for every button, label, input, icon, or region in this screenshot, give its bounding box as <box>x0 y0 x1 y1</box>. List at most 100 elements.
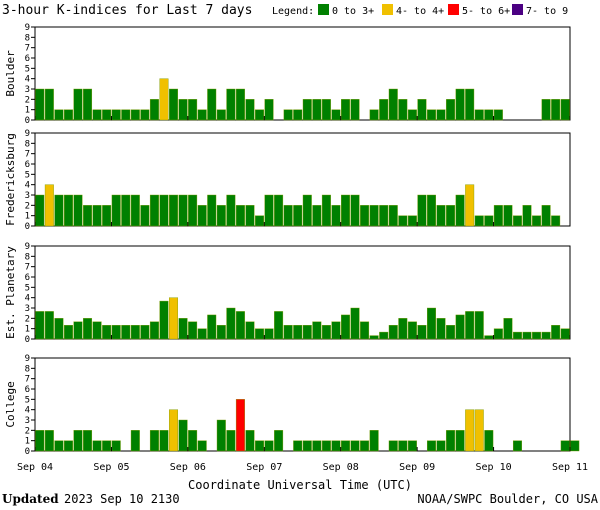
bar <box>474 109 484 121</box>
bar <box>522 205 532 227</box>
bar <box>54 194 64 227</box>
bar <box>484 335 494 340</box>
bar <box>341 194 350 227</box>
bar <box>245 321 255 340</box>
bar <box>350 440 360 452</box>
bar <box>570 440 580 452</box>
bar <box>455 194 465 227</box>
bar <box>436 205 446 227</box>
bar <box>226 88 236 121</box>
bar <box>169 409 179 452</box>
bar <box>245 205 255 227</box>
bar <box>102 325 112 340</box>
bar <box>302 99 312 121</box>
bar <box>73 88 83 121</box>
bar <box>140 109 150 121</box>
y-tick-label: 7 <box>25 375 30 385</box>
x-tick-label: Sep 04 <box>17 462 53 473</box>
bar <box>331 440 341 452</box>
bar <box>178 419 188 452</box>
bar <box>455 314 465 340</box>
legend-swatch-0 <box>318 4 329 15</box>
bar <box>35 430 45 452</box>
bar <box>541 99 551 121</box>
bar <box>293 109 303 121</box>
bar <box>188 321 198 340</box>
bar <box>388 205 398 227</box>
bar <box>92 440 102 452</box>
bar <box>426 194 436 227</box>
bar <box>331 205 341 227</box>
bar <box>216 419 226 452</box>
y-tick-label: 1 <box>25 106 30 116</box>
bar <box>426 109 436 121</box>
bar <box>92 205 102 227</box>
bar <box>369 335 379 340</box>
bar <box>474 409 484 452</box>
bar <box>188 99 198 121</box>
bar <box>54 440 64 452</box>
credit-text: NOAA/SWPC Boulder, CO USA <box>417 492 598 506</box>
bar <box>512 440 522 452</box>
bar <box>197 328 207 340</box>
bar <box>512 215 522 227</box>
bar <box>83 430 93 452</box>
y-tick-label: 8 <box>25 139 30 149</box>
bar <box>321 325 331 340</box>
y-tick-label: 3 <box>25 304 30 314</box>
y-tick-label: 0 <box>25 335 30 345</box>
y-tick-label: 4 <box>25 75 30 85</box>
legend-entry-label: 5- to 6+ <box>462 6 510 17</box>
bar <box>398 318 408 340</box>
bar <box>436 318 446 340</box>
bar <box>417 325 427 340</box>
bar <box>379 331 389 340</box>
bar <box>388 325 398 340</box>
panel-frame <box>34 245 571 340</box>
bar <box>474 215 484 227</box>
bar <box>92 109 102 121</box>
bar <box>140 205 150 227</box>
bar <box>235 399 245 452</box>
bar <box>398 215 408 227</box>
bar <box>407 109 417 121</box>
updated-value: 2023 Sep 10 2130 <box>64 492 180 506</box>
bar <box>226 194 236 227</box>
bar <box>360 440 370 452</box>
bar <box>130 109 140 121</box>
legend: Legend: 0 to 3+ 4- to 4+ 5- to 6+ 7- to 9 <box>272 4 568 17</box>
x-tick-label: Sep 11 <box>552 462 588 473</box>
bar <box>264 194 274 227</box>
bar <box>159 78 169 121</box>
bar <box>264 328 274 340</box>
bar <box>446 99 456 121</box>
bar <box>197 109 207 121</box>
bar <box>341 99 350 121</box>
bar <box>551 325 561 340</box>
bar <box>255 328 264 340</box>
bar <box>235 311 245 340</box>
panels: 0123456789Boulder0123456789Fredericksbur… <box>4 23 580 457</box>
bar <box>140 325 150 340</box>
bar <box>44 311 54 340</box>
bar <box>398 99 408 121</box>
y-tick-label: 9 <box>25 23 30 33</box>
bar <box>121 109 131 121</box>
x-tick-label: Sep 06 <box>170 462 206 473</box>
bar <box>73 430 83 452</box>
bar <box>398 440 408 452</box>
bar <box>83 88 93 121</box>
panel-label: Boulder <box>4 50 17 97</box>
x-tick-label: Sep 07 <box>246 462 282 473</box>
x-axis-label: Coordinate Universal Time (UTC) <box>188 478 412 492</box>
bar <box>484 215 494 227</box>
bar <box>360 321 370 340</box>
y-tick-label: 5 <box>25 395 30 405</box>
panel-frame <box>34 26 571 121</box>
y-tick-label: 8 <box>25 252 30 262</box>
bar <box>73 321 83 340</box>
y-tick-label: 0 <box>25 447 30 457</box>
legend-entry-label: 7- to 9 <box>526 6 568 17</box>
